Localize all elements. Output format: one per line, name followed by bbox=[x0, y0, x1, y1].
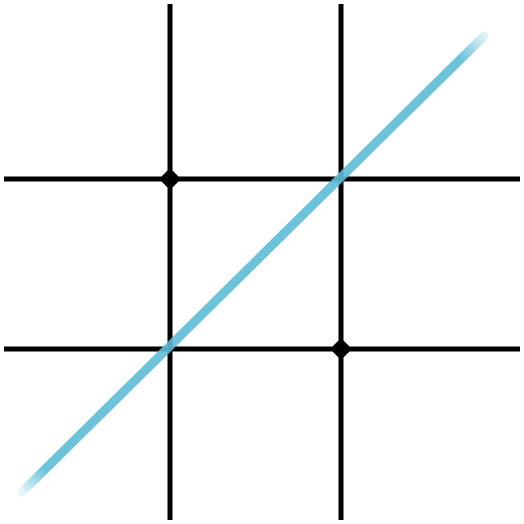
winning-line bbox=[17, 31, 489, 497]
intersection-marker-bottom-right bbox=[330, 338, 352, 360]
grid bbox=[4, 4, 520, 520]
cell-0-1[interactable] bbox=[173, 4, 338, 176]
cell-1-2[interactable] bbox=[344, 182, 520, 346]
intersection-marker-top-left bbox=[159, 168, 181, 190]
cell-2-2[interactable] bbox=[344, 352, 520, 520]
cell-1-1[interactable] bbox=[173, 182, 338, 346]
cell-0-0[interactable] bbox=[4, 4, 167, 176]
cell-1-0[interactable] bbox=[4, 182, 167, 346]
cell-2-1[interactable] bbox=[173, 352, 338, 520]
cell-2-0[interactable] bbox=[4, 352, 167, 520]
intersection-markers bbox=[159, 168, 352, 360]
cell-0-2[interactable] bbox=[344, 4, 520, 176]
